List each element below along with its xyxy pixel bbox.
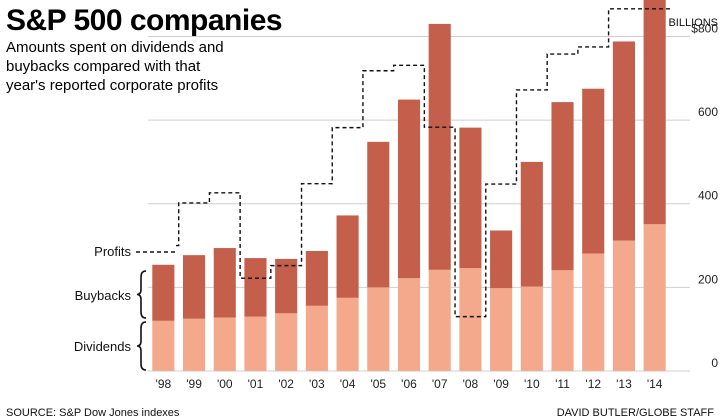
- x-axis-ticks: '98 '99 '00 '01 '02 '03 '04 '05 '06 '07 '08 '09 '10 '…: [156, 377, 663, 391]
- units-label: BILLIONS: [668, 17, 718, 29]
- bar-dividends: [520, 286, 543, 371]
- bar-buybacks: [336, 215, 359, 298]
- bar-dividends: [490, 288, 513, 371]
- x-tick-label: '12: [585, 377, 601, 391]
- bar-dividends: [183, 318, 206, 371]
- bar-dividends: [428, 269, 451, 371]
- bar-buybacks: [397, 99, 421, 279]
- x-tick-label: '11: [555, 377, 570, 391]
- bar-dividends: [213, 317, 236, 371]
- bar-buybacks: [459, 127, 482, 269]
- bar-buybacks: [428, 23, 451, 270]
- legend-profits-label: Profits: [94, 244, 131, 259]
- x-tick-label: '10: [524, 377, 540, 391]
- y-tick-label: 0: [711, 356, 718, 370]
- source-note: SOURCE: S&P Dow Jones indexes: [6, 407, 180, 419]
- bar-dividends: [643, 224, 666, 371]
- legend-buybacks-brace: [136, 270, 147, 319]
- x-tick-label: '02: [278, 377, 294, 391]
- x-tick-label: '99: [186, 377, 202, 391]
- bar-dividends: [397, 278, 421, 371]
- bars: [152, 0, 666, 371]
- legend-dividends-brace: [136, 321, 147, 371]
- bar-buybacks: [183, 255, 206, 319]
- bar-dividends: [275, 313, 298, 371]
- bar-dividends: [244, 316, 267, 371]
- x-tick-label: '04: [340, 377, 356, 391]
- bar-buybacks: [582, 88, 605, 254]
- x-tick-label: '01: [248, 377, 264, 391]
- profits-line: [176, 8, 670, 318]
- chart-subtitle-line-1: Amounts spent on dividends and: [6, 39, 224, 56]
- x-tick-label: '14: [647, 377, 663, 391]
- bar-buybacks: [367, 141, 390, 288]
- x-tick-label: '00: [217, 377, 233, 391]
- bar-dividends: [551, 270, 574, 371]
- bar-dividends: [367, 287, 390, 371]
- bar-dividends: [336, 297, 359, 371]
- y-tick-label: $800: [691, 21, 718, 35]
- bar-buybacks: [152, 264, 175, 321]
- chart-title: S&P 500 companies: [6, 4, 282, 37]
- x-tick-label: '05: [370, 377, 386, 391]
- chart-subtitle-line-3: year's reported corporate profits: [6, 77, 218, 94]
- bar-dividends: [459, 268, 482, 371]
- y-tick-label: 200: [698, 272, 718, 286]
- x-tick-label: '98: [156, 377, 172, 391]
- chart-subtitle-line-2: buybacks compared with that: [6, 58, 201, 75]
- bar-buybacks: [305, 250, 328, 306]
- legend-dividends-label: Dividends: [74, 339, 132, 354]
- bar-buybacks: [244, 258, 267, 317]
- bar-buybacks: [490, 230, 513, 289]
- x-tick-label: '09: [493, 377, 509, 391]
- x-tick-label: '08: [463, 377, 479, 391]
- bar-buybacks: [213, 248, 236, 318]
- x-tick-label: '03: [309, 377, 325, 391]
- x-tick-label: '07: [432, 377, 448, 391]
- bar-dividends: [305, 305, 328, 371]
- y-tick-label: 600: [698, 105, 718, 119]
- x-tick-label: '13: [616, 377, 632, 391]
- bar-buybacks: [612, 41, 635, 241]
- credit-note: DAVID BUTLER/GLOBE STAFF: [557, 407, 715, 419]
- x-tick-label: '06: [401, 377, 417, 391]
- bar-dividends: [612, 240, 635, 371]
- legend-buybacks-label: Buybacks: [75, 288, 132, 303]
- bar-buybacks: [520, 161, 543, 287]
- bar-buybacks: [643, 0, 666, 225]
- y-axis-ticks: 0 200 400 600 $800: [691, 21, 718, 370]
- bar-buybacks: [551, 102, 574, 271]
- bar-dividends: [152, 320, 175, 371]
- y-tick-label: 400: [698, 189, 718, 203]
- bar-buybacks: [275, 258, 298, 314]
- bar-dividends: [582, 253, 605, 371]
